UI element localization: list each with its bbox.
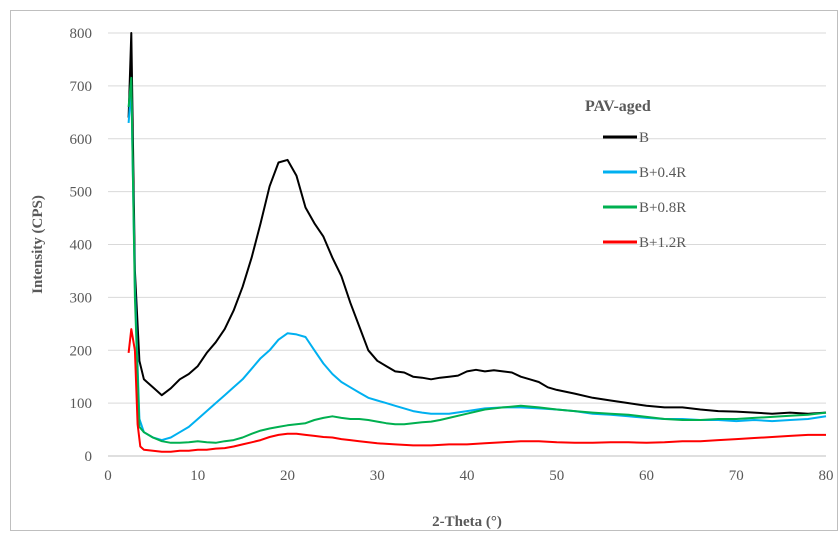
y-tick-label: 400: [70, 238, 93, 254]
x-tick-label: 40: [460, 468, 475, 484]
x-tick-label: 0: [104, 468, 112, 484]
series-line-4: [127, 328, 826, 453]
legend-title: PAV-aged: [585, 98, 651, 115]
legend: PAV-aged B B+0.4R B+0.8R B+1.2R: [585, 98, 686, 251]
y-tick-label: 200: [70, 343, 93, 359]
x-tick-label: 30: [370, 468, 385, 484]
y-tick-labels: 0 100 200 300 400 500 600 700 800: [70, 26, 93, 465]
x-tick-label: 80: [819, 468, 834, 484]
series-line-1: [127, 32, 827, 415]
x-tick-label: 60: [639, 468, 654, 484]
x-tick-label: 20: [280, 468, 295, 484]
x-tick-label: 50: [549, 468, 564, 484]
y-tick-label: 500: [70, 185, 93, 201]
legend-label: B+1.2R: [639, 235, 686, 251]
y-tick-label: 700: [70, 79, 93, 95]
gridlines: [108, 32, 826, 404]
legend-label: B+0.8R: [639, 200, 686, 216]
x-tick-labels: 0 10 20 30 40 50 60 70 80: [104, 468, 833, 484]
y-axis-title: Intensity (CPS): [30, 195, 46, 294]
legend-label: B: [639, 130, 649, 146]
x-tick-label: 10: [190, 468, 205, 484]
y-tick-label: 600: [70, 132, 93, 148]
chart-frame: [10, 10, 838, 531]
series-layer: [127, 32, 827, 453]
x-tick-label: 70: [729, 468, 744, 484]
y-tick-label: 300: [70, 290, 93, 306]
x-axis-title: 2-Theta (°): [432, 514, 502, 530]
series-line-3: [127, 76, 827, 444]
y-tick-label: 800: [70, 26, 93, 42]
legend-label: B+0.4R: [639, 165, 686, 181]
y-tick-label: 0: [85, 449, 93, 465]
y-tick-label: 100: [70, 396, 93, 412]
